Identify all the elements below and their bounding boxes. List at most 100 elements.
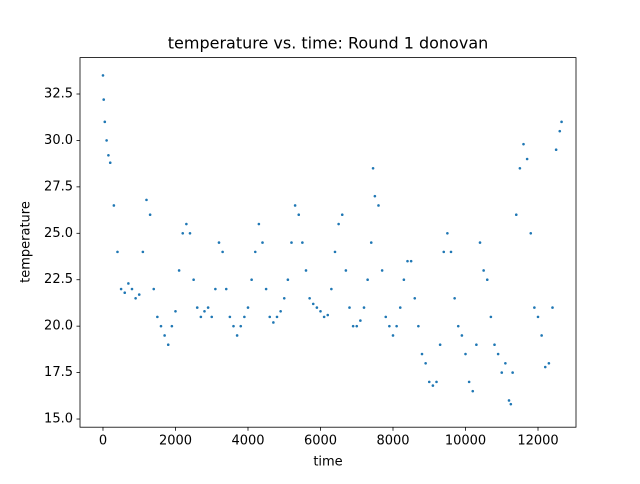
data-point <box>311 302 315 306</box>
data-point <box>268 315 272 319</box>
data-point <box>159 324 163 328</box>
data-point <box>101 74 105 77</box>
data-point <box>107 153 110 157</box>
data-point <box>475 343 478 347</box>
data-point <box>181 231 185 235</box>
data-point <box>543 365 547 369</box>
data-point <box>145 198 148 202</box>
x-tick-label: 0 <box>99 434 107 449</box>
data-point <box>337 222 340 226</box>
data-point <box>467 380 471 384</box>
data-point <box>525 157 529 161</box>
data-point <box>344 269 348 272</box>
data-point <box>395 324 398 328</box>
data-point <box>185 222 188 226</box>
data-point <box>391 334 395 337</box>
data-point <box>500 371 504 374</box>
data-point <box>148 213 152 217</box>
data-point <box>199 315 203 319</box>
data-point <box>188 231 192 235</box>
y-tick-label: 22.5 <box>44 272 73 287</box>
data-point <box>163 334 166 337</box>
x-tick-label: 2000 <box>159 434 192 449</box>
data-point <box>315 306 319 309</box>
data-point <box>511 371 514 374</box>
data-point <box>482 269 485 272</box>
data-point <box>170 324 174 328</box>
data-point <box>485 278 489 282</box>
data-point <box>192 278 195 282</box>
data-point <box>362 306 366 309</box>
data-point <box>235 334 239 337</box>
data-point <box>108 161 112 165</box>
data-point <box>478 241 482 244</box>
data-point <box>435 380 438 384</box>
data-point <box>402 278 406 282</box>
data-point <box>264 287 268 291</box>
x-axis-label: time <box>313 455 342 470</box>
data-point <box>250 278 253 282</box>
data-point <box>493 343 496 347</box>
data-point <box>504 362 507 365</box>
data-point <box>304 269 308 272</box>
data-point <box>217 241 221 244</box>
data-point <box>301 241 304 244</box>
data-point <box>558 129 562 133</box>
data-point <box>203 310 206 313</box>
data-point <box>496 352 500 356</box>
data-point <box>279 310 282 313</box>
y-tick-label: 32.5 <box>44 87 73 102</box>
data-point <box>560 120 563 124</box>
data-point <box>427 380 431 384</box>
data-point <box>228 315 232 319</box>
data-point <box>243 315 246 319</box>
data-point <box>174 310 177 313</box>
data-point <box>195 306 199 309</box>
data-point <box>206 306 210 309</box>
data-point <box>210 315 214 319</box>
data-point <box>246 306 250 309</box>
y-tick-label: 25.0 <box>44 226 73 241</box>
data-point <box>134 297 137 300</box>
data-point <box>355 324 359 328</box>
data-point <box>456 324 460 328</box>
data-point <box>105 139 108 142</box>
data-point <box>413 297 417 300</box>
x-tick-label: 8000 <box>376 434 409 449</box>
data-point <box>275 315 279 319</box>
data-point <box>377 204 380 207</box>
data-point <box>551 306 554 309</box>
y-tick-label: 17.5 <box>44 365 73 380</box>
chart-title: temperature vs. time: Round 1 donovan <box>168 34 489 53</box>
data-point <box>257 222 261 226</box>
data-point <box>340 213 344 217</box>
data-point <box>533 306 536 309</box>
data-point <box>261 241 264 244</box>
data-point <box>366 278 369 282</box>
data-point <box>373 194 377 198</box>
data-point <box>518 166 522 170</box>
data-point <box>130 287 134 291</box>
data-point <box>417 324 420 328</box>
data-point <box>308 297 311 300</box>
data-point <box>449 250 453 254</box>
x-tick-label: 4000 <box>231 434 264 449</box>
data-point <box>326 313 330 317</box>
data-point <box>507 399 511 402</box>
data-point <box>102 98 106 101</box>
data-point <box>514 213 518 217</box>
y-tick-label: 20.0 <box>44 319 73 334</box>
data-point <box>471 389 475 393</box>
data-point <box>388 324 391 328</box>
plot-frame <box>79 57 577 428</box>
y-tick-label: 27.5 <box>44 179 73 194</box>
data-point <box>431 384 435 387</box>
x-tick-label: 6000 <box>304 434 337 449</box>
y-axis-label: temperature <box>19 201 34 283</box>
data-point <box>333 250 337 254</box>
data-point <box>297 213 301 217</box>
data-point <box>509 402 513 406</box>
data-point <box>351 324 355 328</box>
